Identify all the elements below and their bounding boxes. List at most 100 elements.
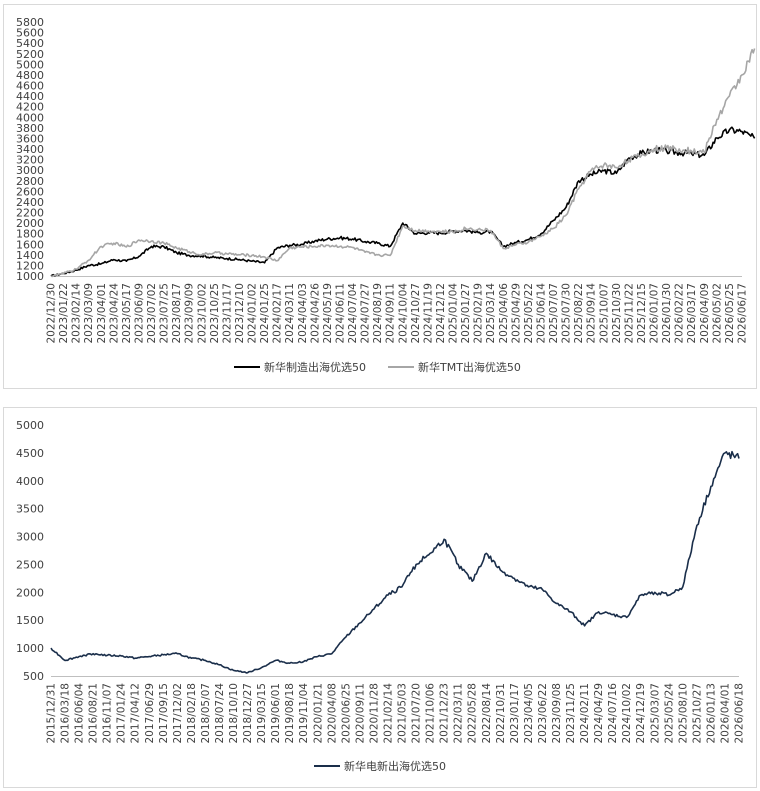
x-tick-label: 2024/09/11 [385,283,397,344]
x-tick-label: 2024/07/04 [347,283,359,344]
x-tick-label: 2023/04/01 [96,283,108,344]
x-tick-label: 2023/12/10 [234,283,246,344]
x-tick-label: 2022/08/14 [481,683,493,744]
y-tick-label: 3000 [16,164,44,177]
x-tick-label: 2017/09/15 [158,683,170,744]
x-tick-label: 2022/03/11 [453,683,465,744]
x-tick-label: 2024/12/19 [635,683,647,744]
line-chart-2: 500 1000 1500 2000 2500 3000 3500 4000 4500 5000 2… [16,419,746,773]
y-tick-label: 2400 [16,196,44,209]
x-tick-label: 2018/05/07 [200,683,212,744]
y-tick-label: 5000 [16,58,44,71]
x-tick-label: 2025/09/14 [586,283,598,344]
x-tick-label: 2019/11/04 [298,683,310,744]
x-tick-label: 2023/10/25 [209,283,221,344]
x-tick-label: 2023/10/02 [196,283,208,344]
x-tick-label: 2021/10/06 [425,683,437,744]
y-tick-label: 4200 [16,101,44,114]
chart-panel-export-manufacturing-tmt: 1000 1200 1400 1600 1800 2000 2200 2400 2600 2800… [3,4,757,389]
x-tick-label: 2024/12/12 [435,283,447,344]
x-tick-label: 2025/10/07 [598,283,610,344]
x-tick-label: 2025/01/04 [448,283,460,344]
x-tick-label: 2024/07/16 [607,683,619,744]
x-tick-label: 2024/04/29 [593,683,605,744]
y-tick-label: 1500 [16,614,44,627]
y-tick-label: 2000 [16,586,44,599]
x-tick-label: 2025/06/14 [535,283,547,344]
x-tick-label: 2023/02/14 [71,283,83,344]
y-tick-label: 1000 [16,270,44,283]
y-tick-label: 5600 [16,27,44,40]
x-tick-label: 2023/01/17 [509,683,521,744]
series-line-1 [50,126,756,277]
y-tick-label: 2800 [16,175,44,188]
y-tick-label: 4000 [16,475,44,488]
x-tick-label: 2018/12/27 [242,683,254,744]
y-tick-label: 4800 [16,69,44,82]
x-tick-label: 2023/04/05 [523,683,535,744]
x-tick-label: 2023/11/17 [221,283,233,344]
x-tick-label: 2025/02/19 [473,283,485,344]
x-tick-label: 2016/06/04 [74,683,86,744]
x-tick-label: 2023/07/02 [146,283,158,344]
x-tick-label: 2026/06/18 [734,683,746,744]
x-tick-label: 2026/04/01 [719,683,731,744]
x-tick-label: 2018/10/10 [228,683,240,744]
x-tick-label: 2026/03/17 [686,283,698,344]
y-tick-label: 1400 [16,249,44,262]
x-tick-label: 2023/03/09 [83,283,95,344]
x-tick-label: 2017/12/02 [172,683,184,744]
x-tick-label: 2025/08/10 [677,683,689,744]
x-tick-label: 2025/10/30 [611,283,623,344]
x-tick-label: 2025/05/22 [523,283,535,344]
x-tick-label: 2024/08/19 [372,283,384,344]
x-tick-label: 2025/07/07 [548,283,560,344]
x-tick-label: 2025/01/27 [460,283,472,344]
x-tick-label: 2025/04/06 [498,283,510,344]
x-tick-label: 2024/02/11 [579,683,591,744]
legend-label-2: 新华TMT出海优选50 [418,360,521,374]
x-tick-label: 2024/10/04 [397,283,409,344]
y-tick-label: 2200 [16,207,44,220]
x-tick-label: 2026/04/09 [699,283,711,344]
x-tick-label: 2017/01/24 [116,683,128,744]
legend-label-1: 新华制造出海优选50 [264,360,366,374]
y-tick-label: 5200 [16,48,44,61]
x-tick-label: 2024/04/03 [297,283,309,344]
x-tick-label: 2026/02/22 [674,283,686,344]
x-tick-label: 2025/08/22 [573,283,585,344]
x-tick-label: 2024/01/25 [259,283,271,344]
x-tick-label: 2022/05/28 [467,683,479,744]
x-tick-label: 2023/11/25 [565,683,577,744]
x-tick-label: 2025/04/29 [510,283,522,344]
x-tick-label: 2017/04/12 [130,683,142,744]
x-tick-label: 2024/07/27 [360,283,372,344]
y-tick-label: 2000 [16,217,44,230]
x-tick-label: 2025/03/07 [649,683,661,744]
x-tick-label: 2021/02/14 [382,683,394,744]
x-tick-label: 2023/06/09 [133,283,145,344]
y-tick-label: 4000 [16,111,44,124]
x-tick-label: 2024/04/26 [309,283,321,344]
x-tick-label: 2024/02/17 [272,283,284,344]
x-tick-label: 2022/12/30 [46,283,58,344]
x-tick-label: 2016/03/18 [60,683,72,744]
y-tick-label: 5400 [16,37,44,50]
x-tick-label: 2021/07/20 [411,683,423,744]
x-tick-label: 2025/10/27 [691,683,703,744]
x-tick-label: 2024/06/11 [334,283,346,344]
y-tick-label: 2600 [16,185,44,198]
y-tick-label: 1800 [16,228,44,241]
x-tick-label: 2016/08/21 [88,683,100,744]
x-tick-label: 2025/03/14 [485,283,497,344]
x-tick-label: 2019/03/15 [256,683,268,744]
x-tick-label: 2023/05/17 [121,283,133,344]
y-tick-label: 1000 [16,642,44,655]
x-tick-label: 2026/06/17 [737,283,749,344]
x-tick-label: 2024/05/19 [322,283,334,344]
x-tick-label: 2020/11/28 [368,683,380,744]
x-tick-label: 2021/12/23 [439,683,451,744]
x-tick-label: 2023/09/09 [184,283,196,344]
series-line-1 [50,450,740,674]
y-tick-label: 4600 [16,80,44,93]
